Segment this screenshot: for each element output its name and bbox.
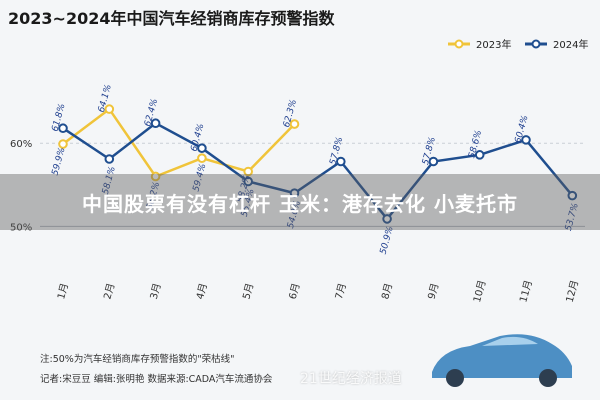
series-2024	[58, 118, 578, 224]
data-point	[58, 139, 68, 149]
legend-2024-marker	[531, 39, 541, 49]
car-graphic	[432, 334, 572, 387]
data-point	[58, 123, 68, 134]
x-axis: 1月 2月 3月 4月 5月 6月 7月 8月 9月 10月 11月 12月	[55, 279, 581, 304]
legend-2023-label: 2023年	[476, 38, 511, 51]
data-label: 59.9%	[51, 146, 68, 176]
data-point	[382, 214, 392, 224]
data-point	[567, 190, 578, 201]
x-tick-label: 7月	[333, 282, 349, 301]
data-point	[197, 143, 207, 153]
legend-2024-label: 2024年	[553, 38, 588, 51]
x-tick-label: 1月	[55, 282, 71, 301]
chart-title: 2023~2024年中国汽车经销商库存预警指数	[8, 9, 335, 28]
data-point	[150, 118, 161, 129]
car-wheel-rear	[539, 369, 557, 387]
legend: 2023年 2024年	[448, 38, 588, 51]
data-point	[521, 135, 531, 145]
car-body	[432, 334, 572, 378]
overlay-banner: 中国股票有没有杠杆 玉米：港存去化 小麦托市	[0, 174, 600, 230]
car-wheel-front	[446, 369, 464, 387]
y-tick-label: 60%	[10, 139, 32, 150]
data-point	[289, 119, 300, 129]
x-tick-label: 4月	[194, 282, 210, 301]
x-tick-label: 2月	[101, 282, 117, 301]
x-tick-label: 8月	[379, 282, 395, 301]
x-tick-label: 11月	[517, 279, 534, 304]
y-axis: 60% 50%	[10, 139, 32, 233]
data-point	[336, 156, 346, 167]
data-point	[104, 154, 115, 164]
data-point	[428, 156, 439, 167]
data-point	[150, 171, 161, 182]
x-tick-label: 6月	[287, 282, 303, 301]
data-point	[289, 188, 300, 198]
data-point	[243, 176, 253, 187]
data-point	[104, 104, 115, 114]
x-tick-label: 9月	[426, 282, 442, 301]
watermark: 21世纪经济报道	[300, 371, 402, 387]
legend-2023-marker	[454, 39, 464, 49]
data-point	[243, 166, 253, 177]
note-line-2: 记者:宋豆豆 编辑:张明艳 数据来源:CADA汽车流通协会	[40, 373, 273, 385]
note-line-1: 注:50%为汽车经销商库存预警指数的"荣枯线"	[40, 353, 235, 365]
series-line-2024年	[62, 121, 574, 221]
x-tick-label: 3月	[148, 282, 164, 301]
series-2023	[58, 104, 300, 182]
data-point	[197, 153, 207, 163]
notes: 注:50%为汽车经销商库存预警指数的"荣枯线" 记者:宋豆豆 编辑:张明艳 数据…	[40, 353, 273, 385]
x-tick-label: 10月	[471, 279, 488, 304]
car-window	[482, 336, 538, 346]
overlay-banner-text: 中国股票有没有杠杆 玉米：港存去化 小麦托市	[82, 191, 518, 216]
x-tick-label: 12月	[564, 279, 581, 304]
data-point	[474, 150, 485, 160]
y-tick-label: 50%	[10, 222, 32, 233]
x-tick-label: 5月	[240, 282, 256, 301]
series-line-2023年	[62, 107, 296, 179]
